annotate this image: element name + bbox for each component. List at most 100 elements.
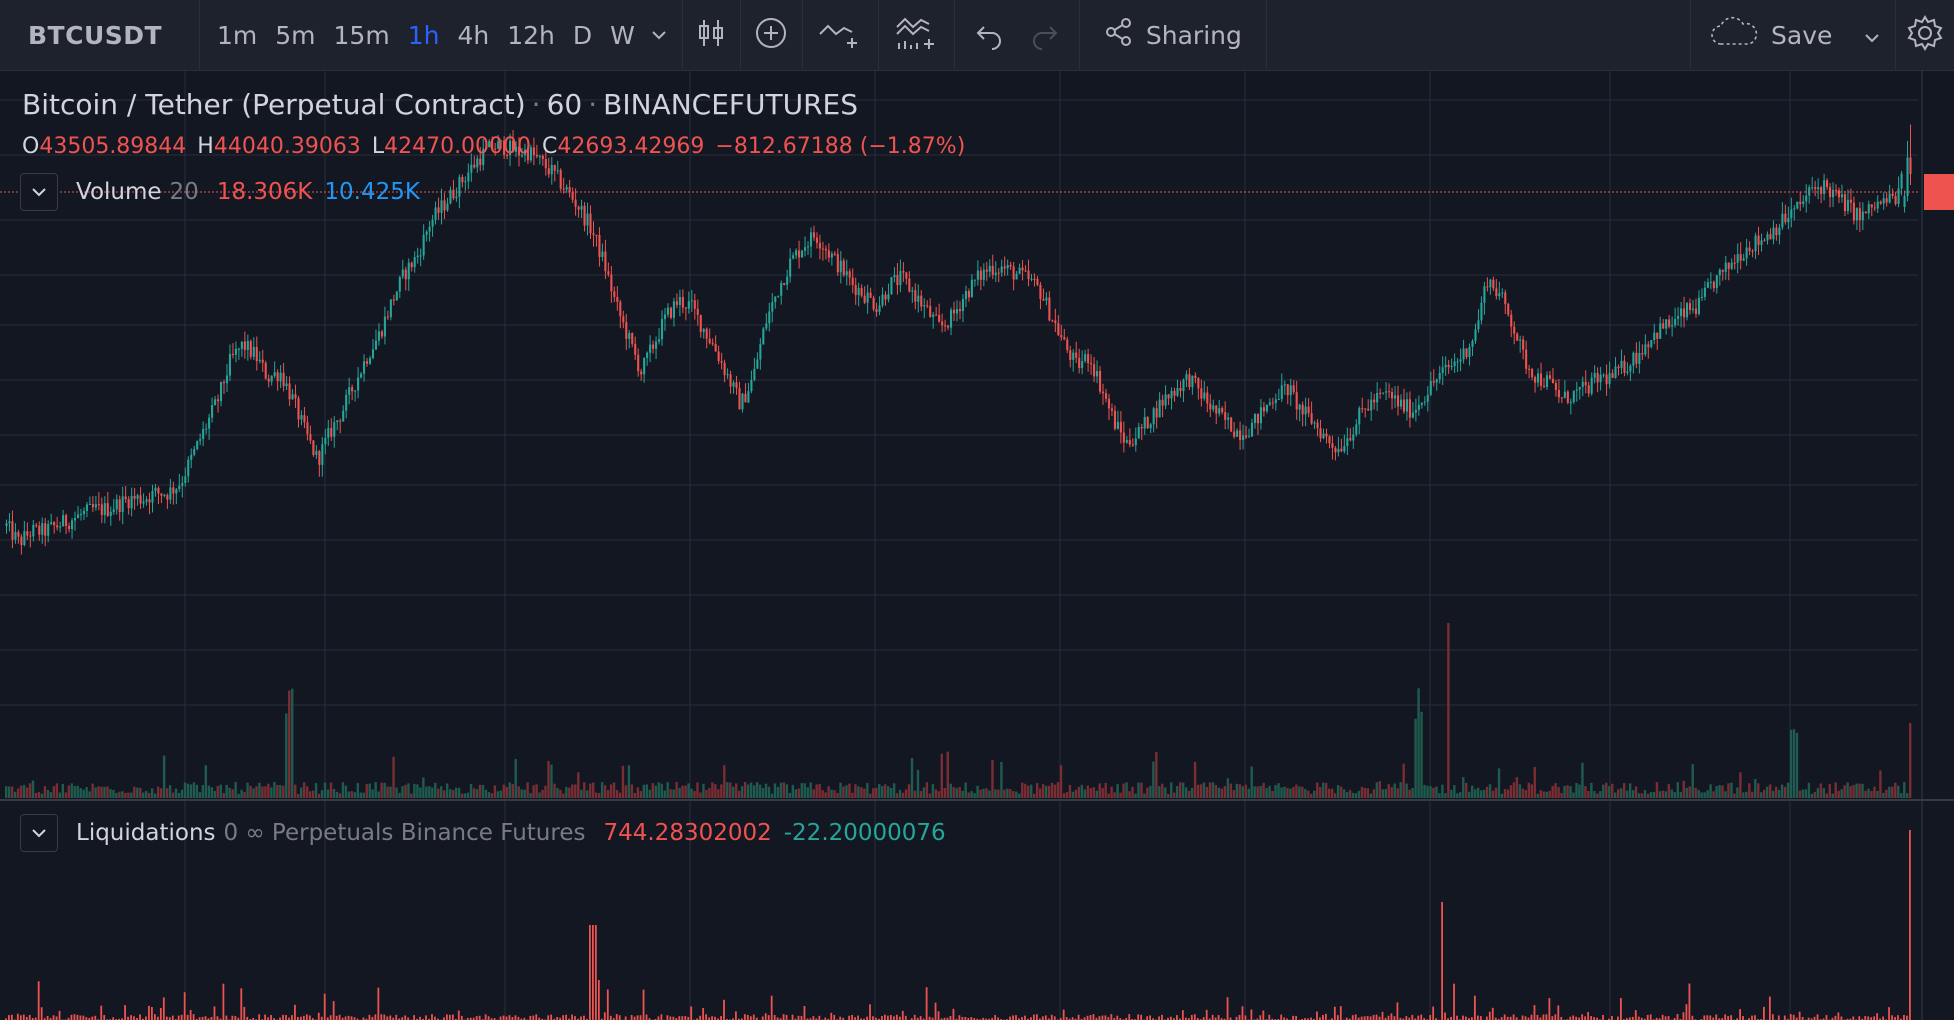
liquidation-bar [1262, 1010, 1265, 1020]
volume-bar [794, 789, 798, 798]
candle-body [1265, 404, 1268, 412]
redo-icon[interactable] [1017, 20, 1073, 50]
liquidation-bar [225, 1015, 228, 1020]
timeframe-d[interactable]: D [572, 20, 593, 50]
candle-body [8, 521, 11, 524]
timeframe-15m[interactable]: 15m [333, 20, 390, 50]
volume-bar [1619, 788, 1623, 798]
volume-bar [1476, 787, 1480, 798]
volume-bar [189, 784, 193, 798]
candle-body [1668, 319, 1671, 327]
indicators-button[interactable] [803, 0, 879, 70]
compare-button[interactable] [879, 0, 955, 70]
volume-bar [1077, 786, 1081, 798]
add-indicator-button[interactable] [741, 0, 803, 70]
candle-body [1063, 337, 1066, 340]
liquidation-bar [988, 1018, 991, 1020]
save-button[interactable]: Save [1691, 0, 1896, 70]
candle-body [565, 187, 568, 190]
candle-body [1769, 234, 1772, 240]
chevron-down-icon[interactable] [644, 26, 674, 45]
candle-body [1370, 399, 1373, 411]
candle-body [1051, 320, 1054, 322]
candle-body [604, 251, 607, 272]
candle-body [112, 509, 115, 512]
volume-bar [1757, 783, 1760, 798]
timeframe-4h[interactable]: 4h [457, 20, 490, 50]
candle-body [1110, 408, 1113, 411]
liquidation-bar [1083, 1017, 1086, 1020]
candle-body [863, 295, 866, 303]
chevron-down-icon[interactable] [1863, 21, 1881, 50]
settings-button[interactable] [1896, 0, 1954, 70]
liquidation-bar [1503, 1014, 1506, 1020]
candle-body [1301, 404, 1304, 415]
volume-bar [168, 785, 172, 798]
candle-body [562, 188, 565, 190]
candle-body [196, 440, 199, 449]
candle-body [1685, 303, 1689, 318]
chart-type-button[interactable] [683, 0, 741, 70]
liquidation-bar [952, 1008, 955, 1020]
candle-body [1426, 394, 1429, 402]
collapse-liquidations-button[interactable] [20, 814, 58, 852]
liquidation-bar [1813, 1016, 1816, 1020]
volume-bar [162, 755, 166, 798]
timeframe-12h[interactable]: 12h [507, 20, 555, 50]
volume-bar [1465, 782, 1468, 798]
volume-bar [1205, 786, 1209, 798]
candle-body [1259, 407, 1262, 424]
candle-body [127, 499, 130, 509]
timeframe-5m[interactable]: 5m [275, 20, 316, 50]
candle-body [452, 189, 455, 199]
liquidation-bar [973, 1018, 976, 1020]
liquidation-bar [1727, 1016, 1730, 1020]
volume-bar [550, 764, 553, 798]
liquidation-bar [538, 1017, 541, 1020]
volume-bar [264, 786, 267, 798]
liquidation-bar [484, 1014, 487, 1020]
candle-body [219, 381, 223, 402]
liquidation-bar [1554, 1014, 1557, 1020]
candle-body [717, 351, 720, 362]
candle-body [35, 524, 38, 526]
volume-bar [782, 782, 786, 798]
volume-bar [1366, 788, 1370, 798]
volume-bar [1682, 780, 1685, 798]
timeframe-1h[interactable]: 1h [407, 20, 440, 50]
candle-body [32, 524, 35, 537]
candle-body [318, 451, 321, 465]
volume-bar [299, 787, 303, 798]
undo-icon[interactable] [961, 20, 1017, 50]
liquidation-bar [151, 1006, 153, 1020]
liquidation-bar [618, 1015, 621, 1020]
liquidation-bar [377, 987, 380, 1020]
candle-body [753, 368, 756, 380]
liquidation-bar [997, 1017, 1000, 1020]
symbol-search-button[interactable]: BTCUSDT [0, 0, 200, 70]
candle-body [1057, 323, 1060, 336]
liquidation-bar [1909, 830, 1911, 1020]
timeframe-1m[interactable]: 1m [217, 20, 258, 50]
liquidation-bar [1080, 1018, 1083, 1020]
timeframe-w[interactable]: W [610, 20, 635, 50]
sharing-button[interactable]: Sharing [1080, 0, 1267, 70]
collapse-volume-button[interactable] [20, 173, 58, 211]
volume-bar [755, 782, 759, 798]
candle-body [1188, 374, 1191, 388]
symbol-interval: 60 [546, 88, 583, 121]
volume-bar [1426, 785, 1429, 798]
volume-bar [1760, 792, 1763, 798]
candle-body [345, 394, 348, 411]
liquidation-bar [10, 1014, 13, 1020]
candle-body [217, 399, 220, 402]
candle-body [1438, 373, 1441, 380]
candle-body [958, 309, 962, 312]
liquidation-bar [1304, 1018, 1306, 1020]
candle-body [818, 242, 821, 249]
candle-body [1566, 391, 1569, 403]
liquidation-bar [886, 1015, 889, 1020]
chart-canvas[interactable] [0, 70, 1954, 1020]
candle-body [988, 265, 991, 272]
candle-body [103, 503, 106, 515]
